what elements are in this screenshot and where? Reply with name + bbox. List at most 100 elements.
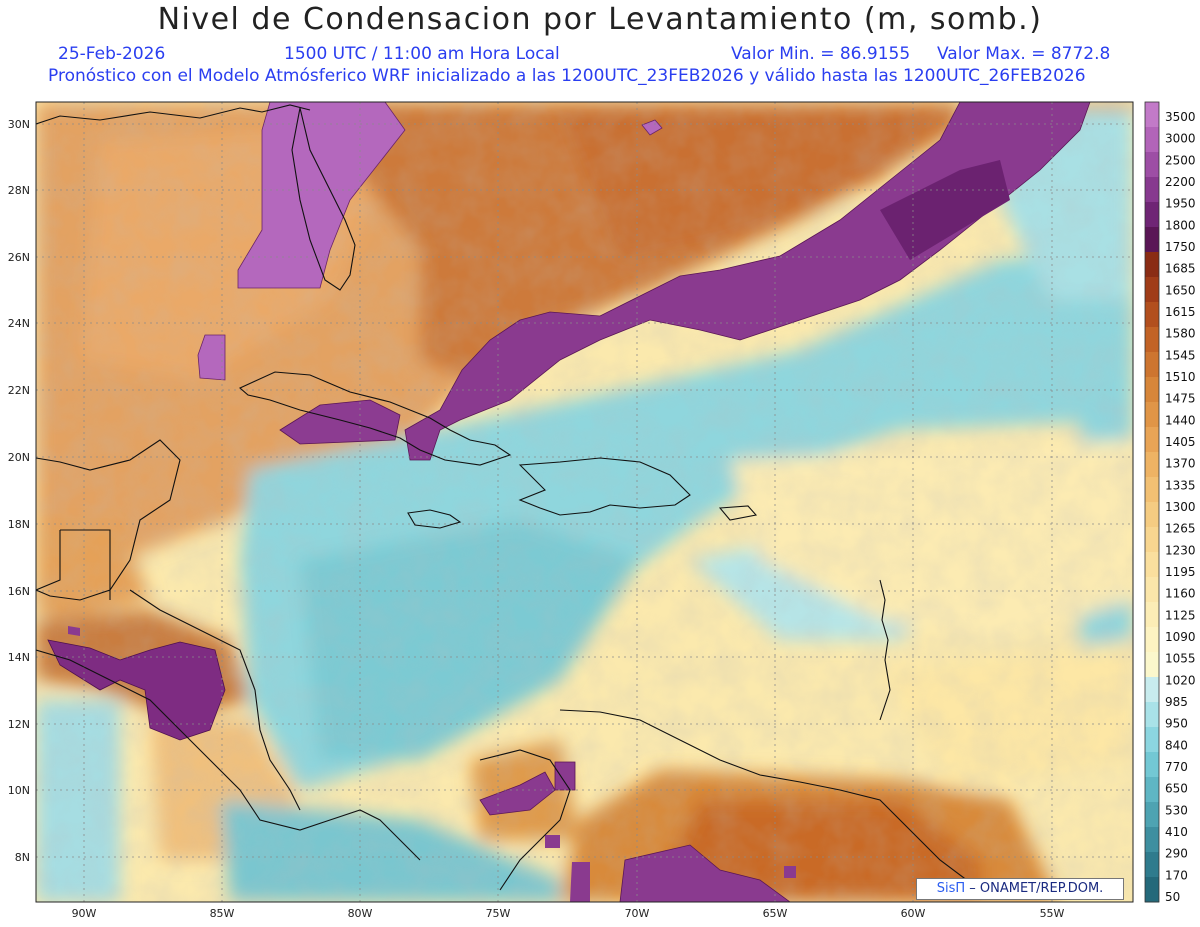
colorbar-label: 1160 <box>1165 587 1196 601</box>
colorbar-swatch <box>1145 177 1159 203</box>
colorbar-label: 1950 <box>1165 197 1196 211</box>
lon-label: 80W <box>348 907 373 920</box>
colorbar-swatch <box>1145 602 1159 628</box>
colorbar-swatch <box>1145 527 1159 553</box>
colorbar-swatch <box>1145 802 1159 828</box>
colorbar-label: 1230 <box>1165 543 1196 557</box>
colorbar-swatch <box>1145 752 1159 778</box>
lat-label: 10N <box>8 784 30 797</box>
colorbar-swatch <box>1145 727 1159 753</box>
colorbar-swatch <box>1145 277 1159 303</box>
colorbar-label: 1055 <box>1165 652 1196 666</box>
colorbar-swatch <box>1145 627 1159 653</box>
lon-label: 55W <box>1040 907 1065 920</box>
colorbar-label: 650 <box>1165 782 1188 796</box>
max-value: Valor Max. = 8772.8 <box>937 44 1111 64</box>
field-layer <box>36 102 1133 902</box>
colorbar-swatch <box>1145 577 1159 603</box>
colorbar-swatch <box>1145 427 1159 453</box>
colorbar-swatch <box>1145 377 1159 403</box>
colorbar-label: 530 <box>1165 803 1188 817</box>
colorbar-label: 1265 <box>1165 522 1196 536</box>
colorbar-swatch <box>1145 102 1159 128</box>
lat-label: 30N <box>8 118 30 131</box>
graticule <box>36 102 1133 902</box>
high-lcl-regions <box>47 102 1091 902</box>
colorbar-label: 950 <box>1165 717 1188 731</box>
map-title: Nivel de Condensacion por Levantamiento … <box>157 2 1043 37</box>
min-value: Valor Min. = 86.9155 <box>731 44 911 64</box>
lat-label: 18N <box>8 518 30 531</box>
colorbar-frame <box>1144 101 1160 903</box>
colorbar-swatch <box>1145 252 1159 278</box>
colorbar-swatch <box>1145 402 1159 428</box>
colorbar-swatch <box>1145 452 1159 478</box>
latitude-labels: 30N 28N 26N 24N 22N 20N 18N 16N 14N 12N … <box>8 118 30 864</box>
lon-label: 85W <box>210 907 235 920</box>
colorbar: 3500 3000 2500 2200 1950 1800 1750 1685 1650 1615… <box>1144 101 1196 904</box>
colorbar-swatch <box>1145 502 1159 528</box>
colorbar-label: 1615 <box>1165 305 1196 319</box>
lat-label: 16N <box>8 585 30 598</box>
lon-label: 65W <box>763 907 788 920</box>
forecast-time: 1500 UTC / 11:00 am Hora Local <box>284 44 560 64</box>
lon-label: 75W <box>486 907 511 920</box>
credit-sep: – <box>969 881 980 896</box>
colorbar-swatch <box>1145 477 1159 503</box>
colorbar-label: 2200 <box>1165 175 1196 189</box>
lon-label: 90W <box>72 907 97 920</box>
colorbar-label: 1475 <box>1165 392 1196 406</box>
lon-label: 60W <box>901 907 926 920</box>
forecast-description: Pronóstico con el Modelo Atmósferico WRF… <box>48 66 1086 86</box>
lat-label: 28N <box>8 184 30 197</box>
colorbar-swatch <box>1145 127 1159 153</box>
lat-label: 24N <box>8 317 30 330</box>
colorbar-label: 1195 <box>1165 565 1196 579</box>
coastlines <box>36 104 981 891</box>
colorbar-label: 1440 <box>1165 413 1196 427</box>
lat-label: 22N <box>8 384 30 397</box>
colorbar-label: 1300 <box>1165 500 1196 514</box>
colorbar-label: 410 <box>1165 825 1188 839</box>
colorbar-label: 1800 <box>1165 218 1196 232</box>
colorbar-swatch <box>1145 827 1159 853</box>
lat-label: 26N <box>8 251 30 264</box>
colorbar-swatch <box>1145 652 1159 678</box>
colorbar-label: 50 <box>1165 890 1180 904</box>
colorbar-label: 1370 <box>1165 457 1196 471</box>
colorbar-label: 1335 <box>1165 478 1196 492</box>
colorbar-label: 1090 <box>1165 630 1196 644</box>
colorbar-swatch <box>1145 152 1159 178</box>
colorbar-swatch <box>1145 302 1159 328</box>
colorbar-label: 1510 <box>1165 370 1196 384</box>
colorbar-swatch <box>1145 352 1159 378</box>
lat-label: 8N <box>15 851 30 864</box>
colorbar-label: 3500 <box>1165 110 1196 124</box>
colorbar-label: 1650 <box>1165 283 1196 297</box>
colorbar-label: 1020 <box>1165 673 1196 687</box>
colorbar-label: 1685 <box>1165 262 1196 276</box>
lon-label: 70W <box>625 907 650 920</box>
colorbar-swatch <box>1145 877 1159 903</box>
colorbar-swatch <box>1145 702 1159 728</box>
colorbar-label: 2500 <box>1165 153 1196 167</box>
colorbar-swatch <box>1145 677 1159 703</box>
colorbar-label: 290 <box>1165 847 1188 861</box>
colorbar-label: 840 <box>1165 738 1188 752</box>
longitude-labels: 90W 85W 80W 75W 70W 65W 60W 55W <box>72 907 1065 920</box>
colorbar-label: 170 <box>1165 868 1188 882</box>
colorbar-swatch <box>1145 777 1159 803</box>
colorbar-label: 1545 <box>1165 348 1196 362</box>
colorbar-label: 1125 <box>1165 608 1196 622</box>
colorbar-label: 1580 <box>1165 327 1196 341</box>
lat-label: 14N <box>8 651 30 664</box>
colorbar-label: 1750 <box>1165 240 1196 254</box>
colorbar-label: 1405 <box>1165 435 1196 449</box>
colorbar-label: 770 <box>1165 760 1188 774</box>
forecast-date: 25-Feb-2026 <box>58 44 166 64</box>
credit-box: SisΠ – ONAMET/REP.DOM. <box>916 878 1124 900</box>
colorbar-label: 3000 <box>1165 132 1196 146</box>
credit-org: ONAMET/REP.DOM. <box>979 881 1104 896</box>
colorbar-label: 985 <box>1165 695 1188 709</box>
